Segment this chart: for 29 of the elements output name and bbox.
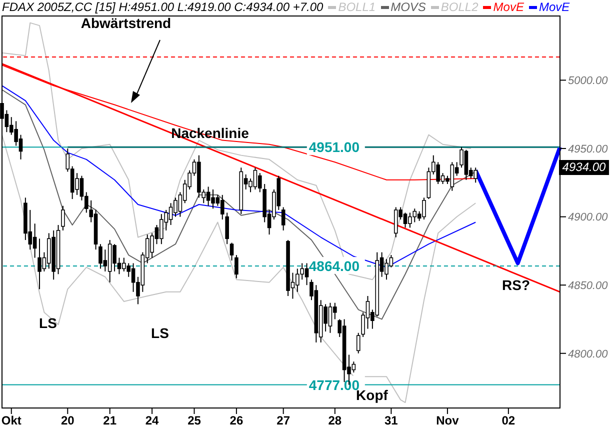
- x-tick-label: 28: [328, 414, 342, 428]
- text: 4934.00: [562, 160, 606, 174]
- y-tick-label: 4950.00: [568, 143, 609, 156]
- x-tick-label: Okt: [1, 414, 22, 428]
- x-tick-label: 21: [103, 414, 117, 428]
- ref-line-label: 4864.00: [308, 258, 360, 274]
- annotation: LS: [39, 315, 57, 331]
- chart-title: FDAX 2005Z,CC [15] H:4951.00 L:4919.00 C:4934.00 +7.00: [2, 0, 324, 14]
- x-tick-label: 24: [145, 414, 160, 428]
- legend-label: MovE: [493, 0, 524, 14]
- ref-line-label: 4951.00: [308, 139, 360, 156]
- x-tick-label: 20: [60, 414, 75, 428]
- annotation: RS?: [502, 277, 530, 293]
- y-tick-label: 5000.00: [568, 75, 609, 88]
- legend-label: MOVS: [390, 0, 426, 14]
- annotation: LS: [151, 325, 169, 341]
- annotation: Abwärtstrend: [80, 15, 172, 31]
- x-tick-label: 31: [384, 414, 398, 428]
- y-tick-label: 4900.00: [568, 212, 609, 224]
- y-tick-label: 4800.00: [568, 348, 609, 360]
- x-tick-label: 27: [276, 414, 290, 428]
- x-tick-label: Nov: [436, 414, 460, 428]
- legend-label: BOLL2: [440, 0, 478, 14]
- y-tick-label: 4850.00: [568, 280, 609, 292]
- legend-label: MovE: [538, 0, 570, 14]
- x-tick-label: 25: [188, 414, 202, 428]
- x-tick-label: 26: [230, 414, 244, 428]
- x-tick-label: 02: [502, 414, 516, 428]
- legend-label: BOLL1: [338, 0, 376, 14]
